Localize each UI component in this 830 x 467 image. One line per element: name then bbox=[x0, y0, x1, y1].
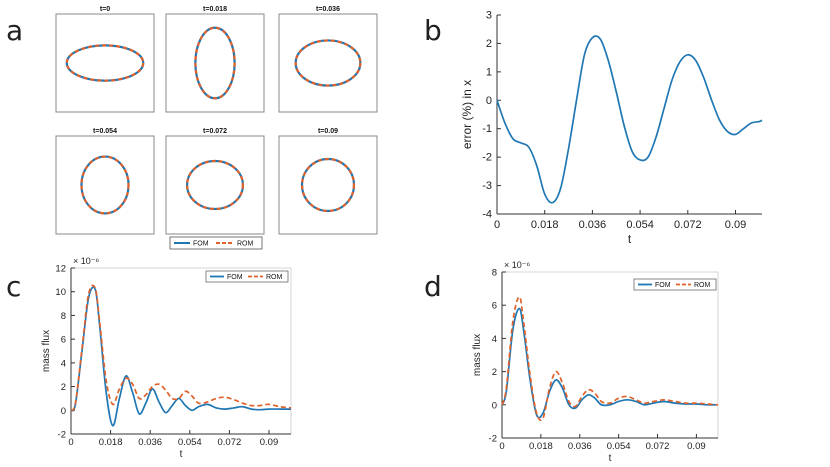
snapshot-title: t=0.054 bbox=[93, 128, 117, 135]
legend-rom-label: ROM bbox=[266, 274, 283, 281]
snapshot-rom-outline bbox=[185, 159, 245, 211]
x-tick-label: 0.036 bbox=[568, 441, 592, 452]
plot-frame bbox=[497, 15, 762, 214]
x-tick-label: 0 bbox=[499, 441, 504, 452]
x-tick-label: 0 bbox=[68, 437, 73, 448]
x-axis-label: t bbox=[628, 232, 632, 246]
x-tick-label: 0.09 bbox=[260, 437, 279, 448]
y-axis-label: mass flux bbox=[41, 330, 52, 372]
y-tick-label: 2 bbox=[486, 38, 492, 50]
snapshot-title: t=0.09 bbox=[318, 128, 338, 135]
snapshot-title: t=0.072 bbox=[203, 128, 227, 135]
y-tick-label: -2 bbox=[58, 430, 66, 441]
legend-box bbox=[633, 278, 717, 291]
panel-label-b: b bbox=[424, 14, 442, 47]
snapshot-frame bbox=[278, 135, 378, 235]
panel-b-error-chart: 0 0.018 0.036 0.054 0.072 0.09 -4 -3 -2 -1 0 1 2 3 t er… bbox=[460, 10, 763, 246]
x-tick-label: 0.072 bbox=[218, 437, 242, 448]
x-tick-label: 0.09 bbox=[687, 441, 706, 452]
series-line-rom bbox=[70, 284, 292, 412]
x-tick-label: 0.036 bbox=[138, 437, 162, 448]
y-tick-label: 6 bbox=[492, 301, 497, 312]
x-tick-label: 0.072 bbox=[674, 219, 702, 231]
snapshot-title: t=0 bbox=[100, 6, 110, 13]
x-tick-label: 0.054 bbox=[178, 437, 202, 448]
y-tick-label: -4 bbox=[482, 209, 492, 221]
snapshot-title: t=0.018 bbox=[203, 6, 227, 13]
y-tick-label: 12 bbox=[55, 264, 66, 275]
x-tick-label: 0.018 bbox=[529, 441, 553, 452]
series-line-error bbox=[496, 35, 763, 204]
y-tick-label: -3 bbox=[482, 180, 492, 192]
x-axis-label: t bbox=[609, 453, 612, 464]
legend-rom-label: ROM bbox=[694, 282, 711, 289]
snapshot-rom-outline bbox=[80, 155, 130, 215]
panel-label-c: c bbox=[6, 270, 21, 303]
x-tick-label: 0.09 bbox=[725, 219, 746, 231]
panel-a-snapshots: t=0 t=0.018 t=0.036 t=0.054 t=0.072 t=0.09 FOM… bbox=[55, 6, 378, 250]
snapshot-frame bbox=[165, 135, 265, 235]
panel-label-d: d bbox=[424, 270, 442, 303]
y-tick-label: 4 bbox=[61, 358, 66, 369]
y-tick-label: 10 bbox=[55, 287, 66, 298]
y-axis-label: mass flux bbox=[472, 334, 483, 376]
y-tick-label: 2 bbox=[61, 382, 66, 393]
y-tick-label: -2 bbox=[489, 434, 497, 445]
series-line-fom bbox=[501, 307, 719, 419]
y-exponent-label: × 10⁻⁶ bbox=[73, 256, 100, 266]
y-tick-label: 0 bbox=[486, 95, 492, 107]
y-tick-label: -2 bbox=[482, 152, 492, 164]
y-tick-label: 8 bbox=[492, 268, 497, 279]
x-tick-label: 0 bbox=[494, 219, 500, 231]
y-tick-label: 6 bbox=[61, 335, 66, 346]
y-tick-label: 0 bbox=[492, 400, 497, 411]
snapshot-rom-outline bbox=[300, 157, 356, 213]
y-tick-label: 0 bbox=[61, 406, 66, 417]
x-tick-label: 0.072 bbox=[646, 441, 670, 452]
y-tick-label: 2 bbox=[492, 367, 497, 378]
y-tick-label: 4 bbox=[492, 334, 497, 345]
y-tick-label: 8 bbox=[61, 311, 66, 322]
legend-fom-label: FOM bbox=[193, 241, 209, 248]
plot-frame bbox=[501, 271, 719, 439]
legend-fom-label: FOM bbox=[655, 282, 671, 289]
snapshot-rom-outline bbox=[294, 39, 362, 87]
legend-box bbox=[205, 270, 289, 283]
panel-c-mass-flux-chart: 0 0.018 0.036 0.054 0.072 0.09-2024681012tmas… bbox=[41, 256, 292, 460]
snapshot-frame bbox=[55, 135, 155, 235]
x-tick-label: 0.018 bbox=[99, 437, 123, 448]
snapshot-rom-outline bbox=[194, 26, 236, 100]
snapshot-frame bbox=[55, 13, 155, 113]
x-tick-label: 0.054 bbox=[626, 219, 654, 231]
y-tick-label: -1 bbox=[482, 123, 492, 135]
x-tick-label: 0.054 bbox=[607, 441, 631, 452]
snapshot-frame bbox=[278, 13, 378, 113]
y-tick-label: 1 bbox=[486, 66, 492, 78]
legend-fom-label: FOM bbox=[227, 274, 243, 281]
legend-rom-label: ROM bbox=[237, 241, 254, 248]
x-tick-label: 0.018 bbox=[531, 219, 559, 231]
snapshot-title: t=0.036 bbox=[316, 6, 340, 13]
y-tick-label: 3 bbox=[486, 10, 492, 22]
x-axis-label: t bbox=[180, 449, 183, 460]
y-exponent-label: × 10⁻⁶ bbox=[504, 260, 531, 270]
panel-label-a: a bbox=[6, 14, 23, 47]
snapshot-rom-outline bbox=[65, 44, 145, 82]
y-axis-label: error (%) in x bbox=[460, 80, 474, 149]
x-tick-label: 0.036 bbox=[579, 219, 607, 231]
snapshot-frame bbox=[165, 13, 265, 113]
